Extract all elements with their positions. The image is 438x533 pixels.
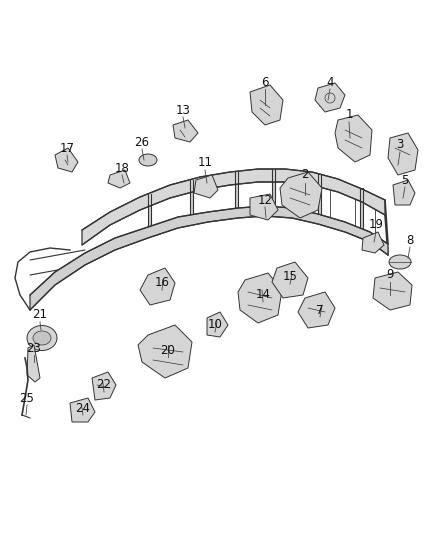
Polygon shape (373, 272, 412, 310)
Polygon shape (388, 133, 418, 175)
Ellipse shape (389, 255, 411, 269)
Polygon shape (272, 262, 308, 298)
Polygon shape (108, 170, 130, 188)
Polygon shape (393, 180, 415, 205)
Polygon shape (318, 174, 321, 214)
Polygon shape (92, 372, 116, 400)
Polygon shape (173, 120, 198, 142)
Polygon shape (235, 172, 238, 208)
Text: 6: 6 (261, 76, 269, 88)
Polygon shape (140, 268, 175, 305)
Polygon shape (250, 194, 278, 220)
Text: 7: 7 (316, 303, 324, 317)
Text: 10: 10 (208, 319, 223, 332)
Text: 26: 26 (134, 135, 149, 149)
Polygon shape (280, 172, 322, 218)
Text: 18: 18 (115, 161, 130, 174)
Polygon shape (238, 273, 282, 323)
Polygon shape (138, 325, 192, 378)
Polygon shape (194, 175, 218, 198)
Text: 3: 3 (396, 139, 404, 151)
Text: 2: 2 (301, 168, 309, 182)
Text: 23: 23 (27, 342, 42, 354)
Polygon shape (27, 345, 40, 382)
Text: 9: 9 (386, 269, 394, 281)
Ellipse shape (27, 326, 57, 351)
Text: 15: 15 (283, 271, 297, 284)
Polygon shape (55, 148, 78, 172)
Text: 19: 19 (368, 219, 384, 231)
Polygon shape (30, 206, 388, 310)
Text: 22: 22 (96, 378, 112, 392)
Ellipse shape (33, 331, 51, 345)
Text: 1: 1 (345, 109, 353, 122)
Polygon shape (250, 85, 283, 125)
Text: 21: 21 (32, 309, 47, 321)
Text: 24: 24 (75, 401, 91, 415)
Polygon shape (272, 169, 275, 206)
Text: 16: 16 (155, 277, 170, 289)
Text: 13: 13 (176, 103, 191, 117)
Polygon shape (148, 194, 151, 227)
Text: 8: 8 (406, 233, 413, 246)
Text: 14: 14 (255, 288, 271, 302)
Text: 17: 17 (60, 141, 74, 155)
Polygon shape (207, 312, 228, 337)
Text: 5: 5 (401, 174, 409, 187)
Polygon shape (82, 169, 385, 245)
Text: 25: 25 (20, 392, 35, 405)
Polygon shape (70, 398, 95, 422)
Polygon shape (360, 188, 363, 228)
Polygon shape (298, 292, 335, 328)
Polygon shape (335, 115, 372, 162)
Polygon shape (315, 83, 345, 112)
Text: 12: 12 (258, 193, 272, 206)
Text: 20: 20 (161, 343, 176, 357)
Ellipse shape (139, 154, 157, 166)
Text: 11: 11 (198, 157, 212, 169)
Polygon shape (190, 180, 193, 215)
Polygon shape (362, 232, 384, 253)
Text: 4: 4 (326, 76, 334, 88)
